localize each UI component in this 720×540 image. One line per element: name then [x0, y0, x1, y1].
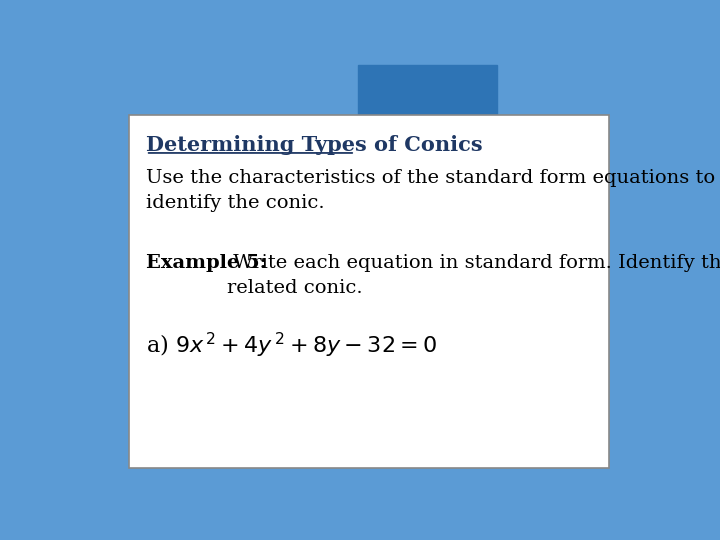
- FancyBboxPatch shape: [129, 114, 609, 468]
- Text: Use the characteristics of the standard form equations to help
identify the coni: Use the characteristics of the standard …: [145, 168, 720, 212]
- Bar: [358, 65, 498, 114]
- Text: a) $9x^{\,2} + 4y^{\,2} + 8y - 32 = 0$: a) $9x^{\,2} + 4y^{\,2} + 8y - 32 = 0$: [145, 331, 437, 360]
- Text: Determining Types of Conics: Determining Types of Conics: [145, 136, 482, 156]
- Text: Example 5:: Example 5:: [145, 254, 266, 272]
- Text: Write each equation in standard form. Identify the
related conic.: Write each equation in standard form. Id…: [227, 254, 720, 297]
